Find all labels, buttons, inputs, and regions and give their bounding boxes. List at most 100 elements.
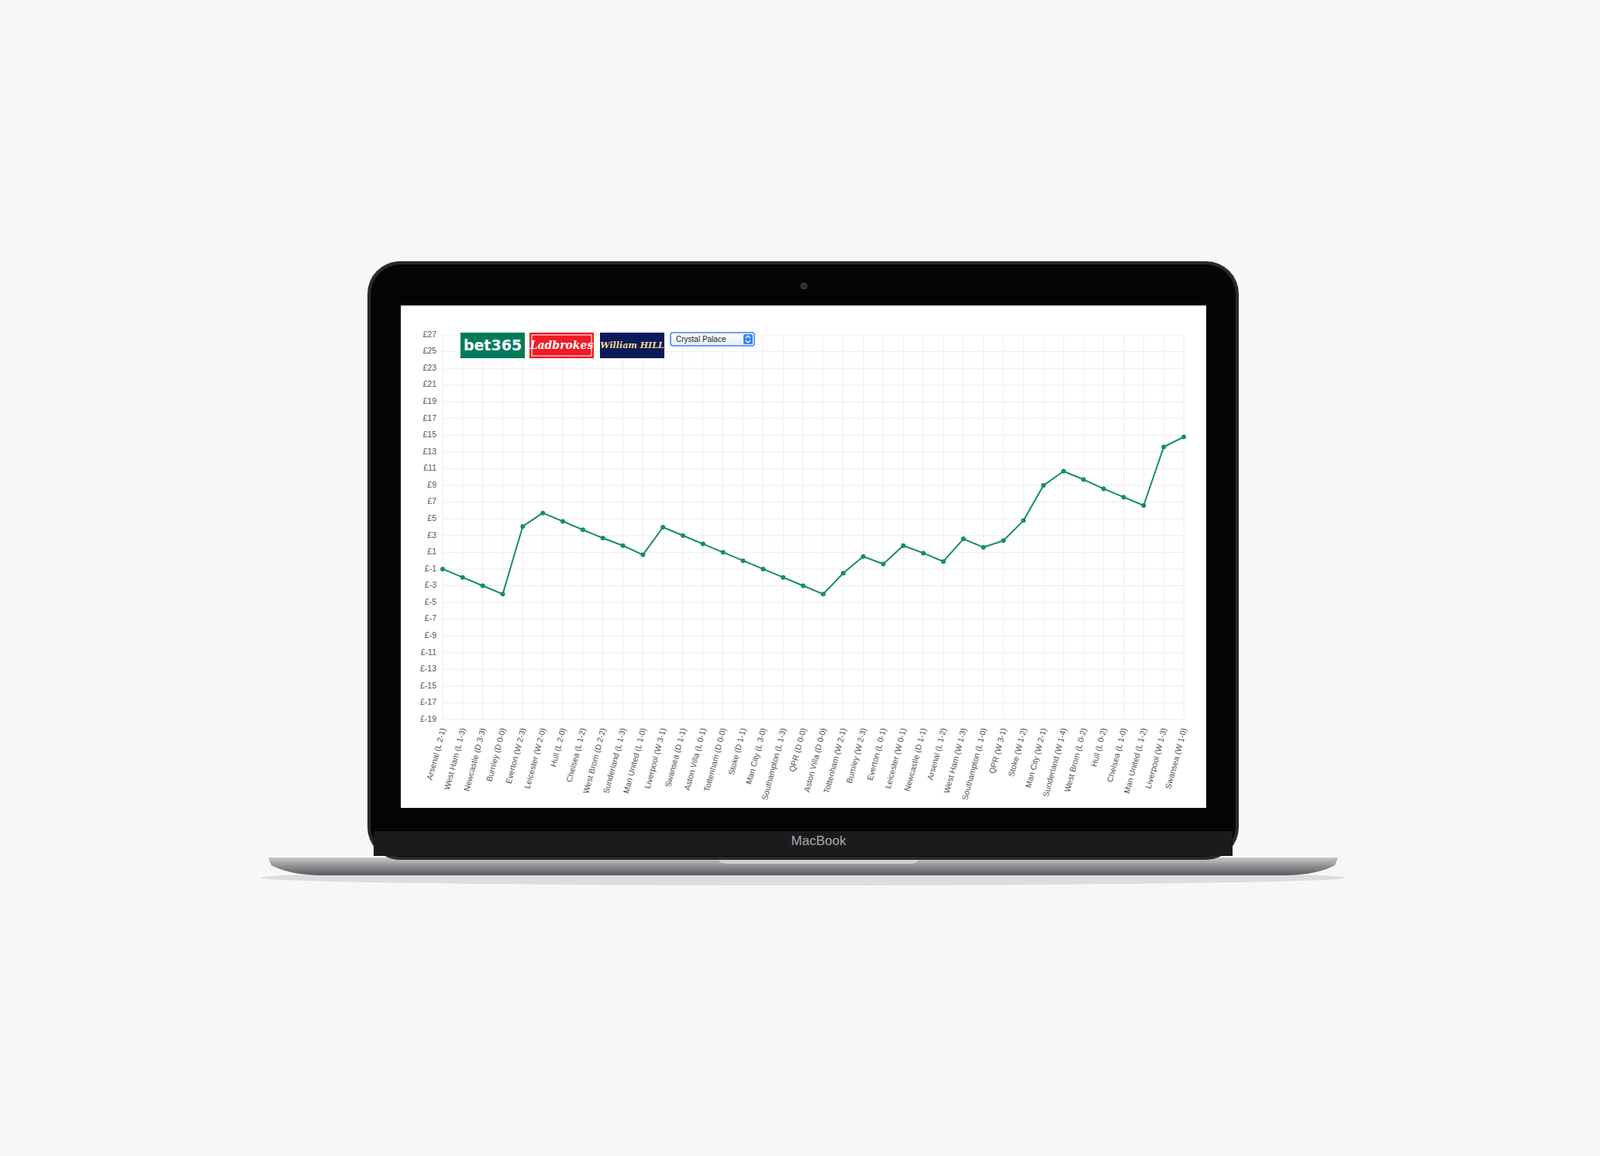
grid-line-x: [862, 334, 864, 720]
grid-line-y: [442, 434, 1184, 436]
point: [480, 582, 486, 588]
logo-box[interactable]: [600, 332, 665, 359]
point: [1161, 444, 1166, 449]
grid-line-x: [882, 334, 884, 720]
grid-line-y: [442, 568, 1184, 569]
point: [981, 544, 987, 550]
grid-line-y: [442, 368, 1184, 369]
grid-line-y: [442, 451, 1184, 452]
x-tick-label: Newcastle (D 3-3): [461, 726, 487, 792]
point: [961, 536, 966, 542]
point: [520, 524, 525, 529]
line: [442, 437, 1184, 595]
grid-line-y: [442, 384, 1184, 386]
background: [0, 0, 1600, 1156]
point: [660, 524, 666, 530]
point: [620, 543, 626, 549]
grid-line-y: [442, 602, 1184, 604]
y-tick-label: £7: [427, 496, 437, 506]
series: [440, 434, 1187, 597]
x-tick-label: Hull (L 2-0): [548, 726, 568, 768]
grid-line-x: [942, 334, 944, 720]
grid-line-x: [842, 334, 844, 720]
bookmaker-name[interactable]: William HILL: [600, 340, 665, 351]
point: [780, 575, 786, 580]
logo-box[interactable]: [460, 332, 525, 359]
grid-line-x: [742, 334, 744, 720]
grid-line-y: [442, 719, 1184, 721]
grid-line-x: [982, 334, 984, 720]
x-tick-label: Stoke (W 1-2): [1006, 726, 1028, 778]
grid: [442, 334, 1184, 720]
y-tick-label: £-19: [420, 713, 437, 724]
y-tick-label: £23: [422, 362, 437, 373]
grid-line-x: [622, 334, 624, 720]
team-select[interactable]: Crystal Palace: [670, 332, 755, 346]
y-tick-label: £27: [422, 329, 437, 339]
grid-line-y: [442, 651, 1184, 653]
camera: [800, 282, 807, 290]
select-arrow: [745, 335, 751, 343]
x-tick-label: Everton (L 0-1): [865, 726, 889, 781]
point: [1020, 517, 1026, 523]
point: [460, 575, 466, 580]
y-tick-label: £15: [422, 429, 437, 439]
select-box[interactable]: [670, 332, 755, 346]
point: [800, 582, 806, 588]
laptop-chin: [373, 831, 1233, 856]
y-tick-label: £-11: [420, 647, 437, 657]
bookmaker-name[interactable]: bet365: [463, 336, 522, 354]
y-tick-label: £-17: [420, 696, 437, 707]
bookmaker-name[interactable]: Ladbrokes: [529, 338, 594, 352]
point: [1141, 503, 1146, 508]
bookmaker-logo[interactable]: bet365: [460, 332, 525, 359]
point: [600, 535, 606, 541]
x-tick-label: Tottenham (W 2-1): [821, 726, 849, 794]
x-tick-label: Stoke (D 1-1): [726, 726, 749, 776]
x-tick-label: Tottenham (D 0-0): [701, 726, 728, 793]
point: [1061, 468, 1066, 474]
grid-line-y: [442, 551, 1184, 553]
grid-line-y: [442, 417, 1184, 419]
y-tick-label: £11: [423, 462, 437, 473]
point: [880, 561, 886, 566]
point: [1081, 477, 1087, 483]
point: [1120, 494, 1126, 500]
x-tick-label: Southampton (L 1-0): [959, 726, 988, 801]
select-value[interactable]: Crystal Palace: [675, 334, 727, 344]
bookmaker-logo[interactable]: Ladbrokes: [529, 332, 594, 359]
device-label: MacBook: [791, 833, 847, 849]
grid-line-y: [442, 501, 1184, 503]
point: [720, 549, 726, 555]
grid-line-y: [442, 485, 1184, 487]
grid-line-y: [442, 534, 1184, 536]
y-tick-label: £-1: [424, 563, 437, 573]
x-tick-label: Man City (L 3-0): [743, 726, 768, 785]
y-tick-label: £-13: [420, 663, 437, 673]
y-tick-label: £1: [427, 546, 437, 556]
grid-line-x: [582, 334, 583, 720]
y-tick-label: £-5: [424, 596, 437, 607]
x-tick-label: Swansea (W 1-0): [1162, 726, 1189, 790]
grid-line-x: [682, 334, 684, 720]
bookmaker-logo[interactable]: William HILL: [600, 332, 665, 359]
point: [741, 558, 746, 563]
x-tick-label: Hull (L 0-2): [1089, 726, 1109, 768]
x-tick-label: Chelsea (L 1-0): [1104, 726, 1128, 783]
point: [640, 552, 645, 558]
logo-box[interactable]: [529, 332, 594, 359]
grid-line-x: [803, 334, 804, 720]
y-axis: £-19£-17£-15£-13£-11£-9£-7£-5£-3£-1£1£3£…: [420, 329, 437, 724]
grid-line-x: [1183, 334, 1185, 720]
grid-line-x: [903, 334, 904, 720]
grid-line-x: [542, 334, 544, 720]
grid-line-x: [722, 334, 724, 720]
y-tick-label: £19: [422, 396, 437, 406]
y-tick-label: £25: [422, 345, 437, 356]
y-tick-label: £5: [427, 513, 437, 523]
y-tick-label: £3: [427, 530, 437, 540]
x-tick-label: Burnley (W 2-3): [844, 726, 869, 784]
laptop-base: [268, 857, 1338, 876]
grid-line-x: [702, 334, 704, 720]
grid-line-y: [442, 635, 1184, 637]
